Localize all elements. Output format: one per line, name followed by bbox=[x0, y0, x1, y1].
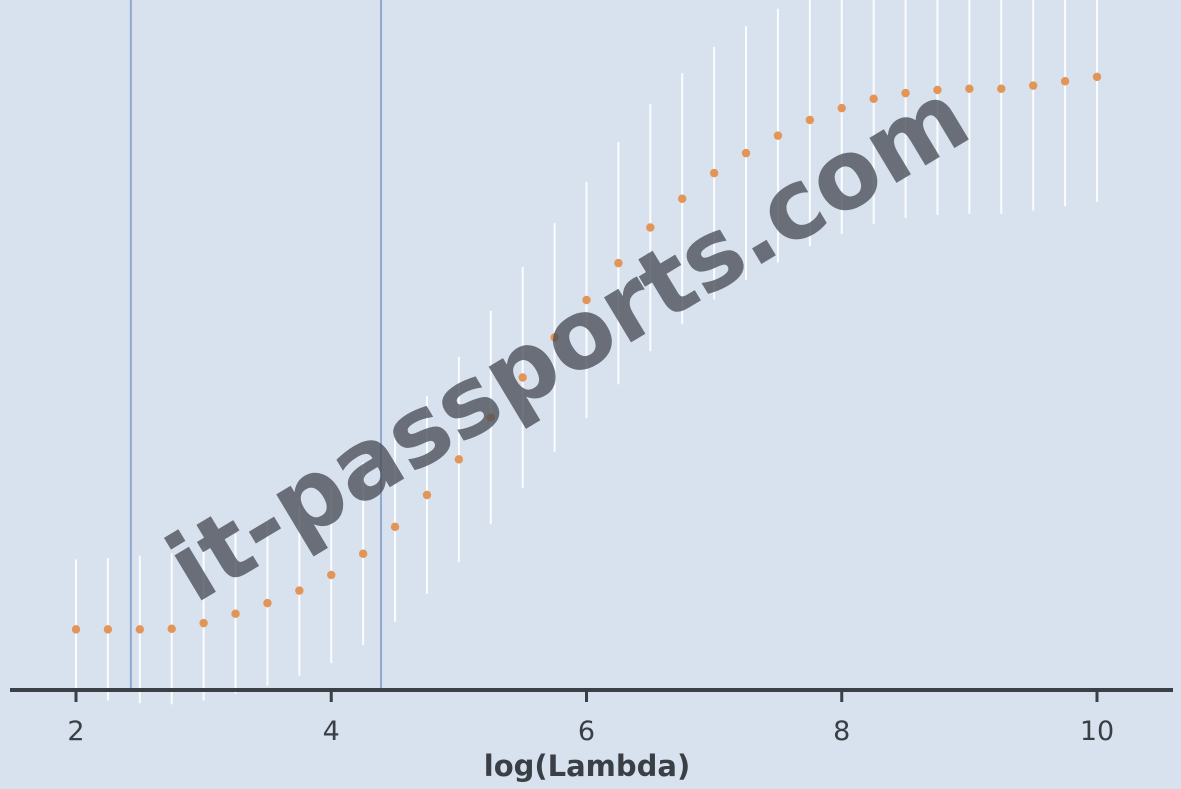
x-tick-label: 6 bbox=[578, 716, 595, 747]
data-point bbox=[454, 455, 464, 464]
x-tick-label: 4 bbox=[323, 716, 340, 747]
x-axis-label: log(Lambda) bbox=[484, 749, 690, 783]
data-point bbox=[550, 333, 559, 342]
x-tick-label: 8 bbox=[833, 716, 850, 747]
data-point bbox=[199, 618, 208, 628]
data-point bbox=[135, 625, 145, 634]
data-point bbox=[837, 103, 846, 113]
data-point bbox=[965, 84, 974, 93]
data-point bbox=[901, 88, 910, 98]
data-point bbox=[390, 522, 400, 532]
data-point bbox=[741, 148, 751, 158]
data-point bbox=[231, 609, 240, 618]
data-point bbox=[1092, 72, 1102, 82]
x-axis-ticks: 2 4 6 8 10 bbox=[67, 690, 1114, 747]
data-point bbox=[869, 94, 878, 103]
data-point bbox=[1060, 77, 1070, 86]
data-point bbox=[486, 413, 495, 422]
data-point bbox=[295, 586, 304, 595]
data-point bbox=[773, 131, 783, 140]
reference-lines-layer bbox=[129, 0, 383, 690]
data-point bbox=[646, 223, 655, 232]
data-point bbox=[327, 570, 336, 580]
data-points-layer bbox=[71, 72, 1102, 634]
data-point bbox=[997, 84, 1006, 93]
data-point bbox=[933, 85, 942, 95]
data-point bbox=[103, 625, 113, 634]
data-point bbox=[71, 625, 81, 634]
data-point bbox=[678, 194, 687, 203]
data-point bbox=[709, 168, 719, 178]
data-point bbox=[805, 115, 815, 125]
data-point bbox=[518, 373, 527, 382]
data-point bbox=[614, 258, 623, 268]
data-point bbox=[422, 490, 432, 500]
data-point bbox=[358, 549, 368, 558]
x-tick-label: 2 bbox=[67, 716, 84, 747]
data-point bbox=[1028, 81, 1038, 90]
data-point bbox=[263, 598, 272, 608]
x-tick-label: 10 bbox=[1080, 716, 1114, 747]
data-point bbox=[582, 295, 591, 305]
data-point bbox=[167, 624, 176, 633]
